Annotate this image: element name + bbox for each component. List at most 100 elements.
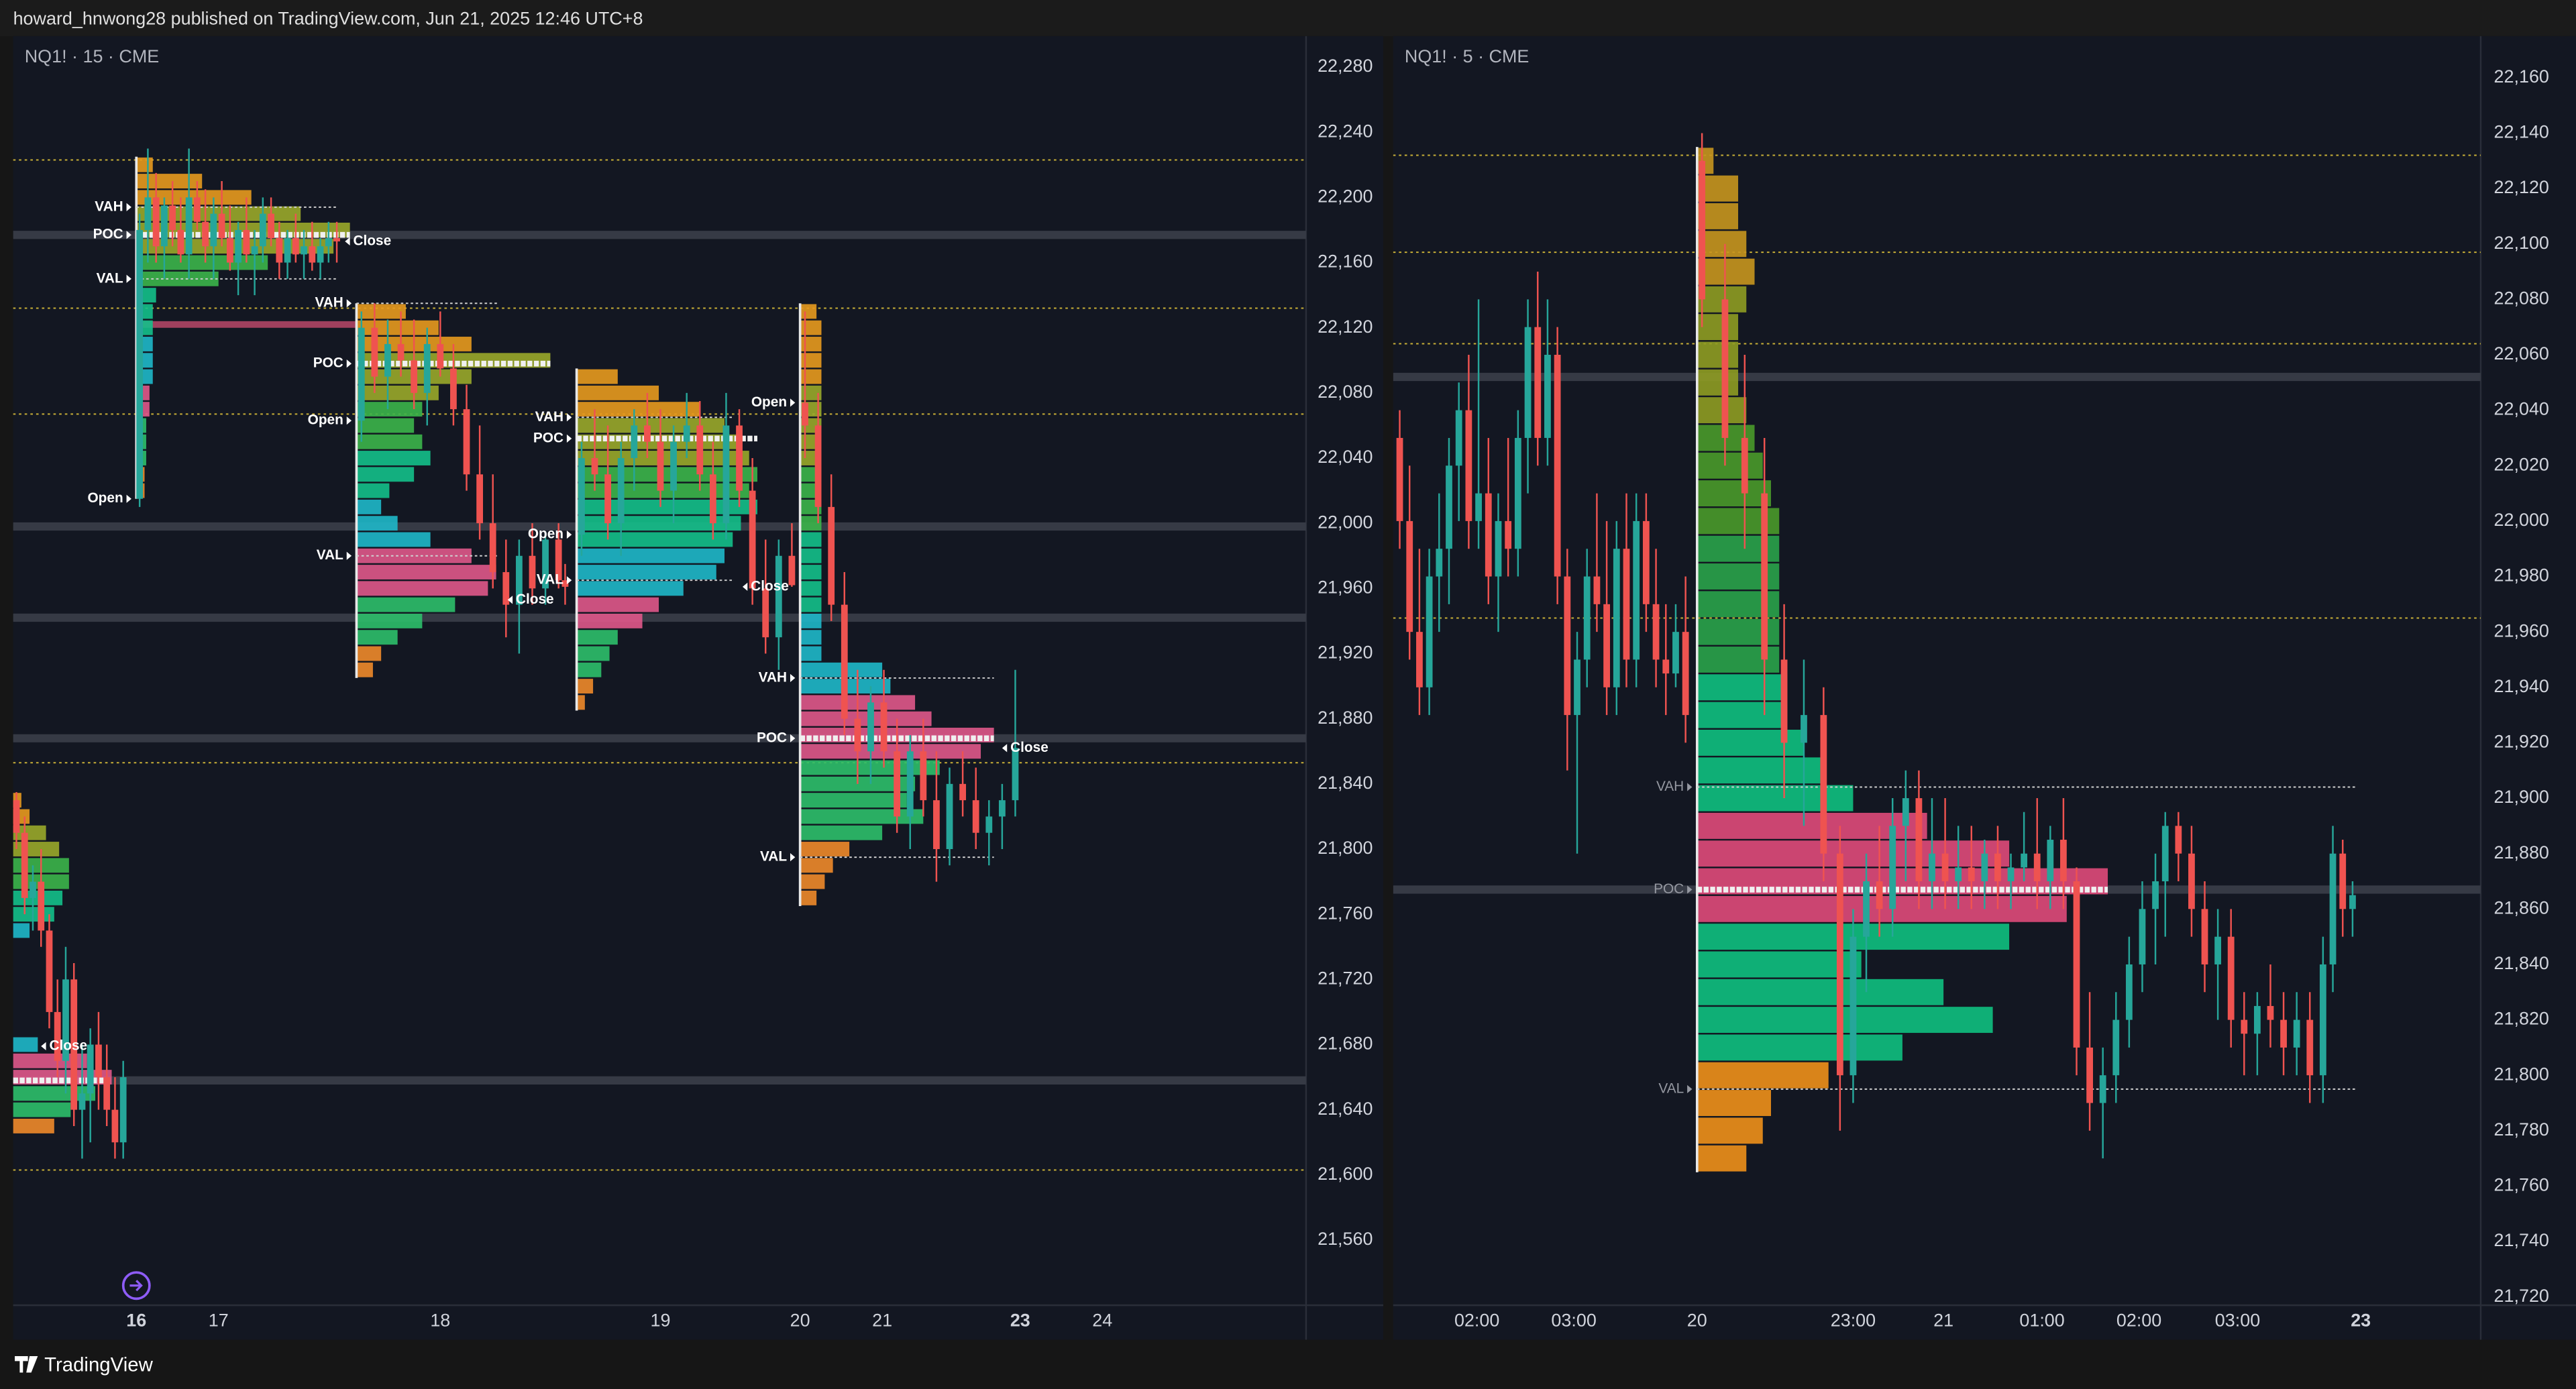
label-arrow xyxy=(126,231,131,239)
x-tick-label: 16 xyxy=(126,1311,146,1331)
y-tick-label: 22,100 xyxy=(2494,233,2549,253)
label-arrow xyxy=(126,494,131,503)
candle-body xyxy=(1505,520,1512,549)
y-tick-label: 22,280 xyxy=(1318,56,1373,76)
profile-row xyxy=(356,565,496,579)
candle-body xyxy=(301,246,307,255)
candle-body xyxy=(1485,493,1492,577)
candle-body xyxy=(1741,437,1748,494)
candle-body xyxy=(30,881,36,898)
y-tick-label: 22,060 xyxy=(2494,343,2549,364)
candle-body xyxy=(1406,520,1413,632)
y-tick-label: 22,020 xyxy=(2494,454,2549,474)
candle-body xyxy=(683,425,690,442)
profile-label: Close xyxy=(49,1038,87,1053)
profile-row xyxy=(356,646,382,661)
y-tick-label: 21,800 xyxy=(2494,1064,2549,1084)
profile-row xyxy=(13,1119,54,1133)
candle-body xyxy=(1682,632,1689,716)
profile-label: VAL xyxy=(97,270,123,286)
x-tick-label: 03:00 xyxy=(1551,1311,1596,1331)
profile-row xyxy=(13,1102,71,1117)
candle-body xyxy=(2112,1019,2120,1076)
pane-title: NQ1! · 5 · CME xyxy=(1405,46,1529,66)
y-tick-label: 21,920 xyxy=(2494,732,2549,752)
y-tick-label: 22,140 xyxy=(2494,122,2549,142)
candle-body xyxy=(985,816,993,833)
candle-body xyxy=(867,702,874,752)
candle-body xyxy=(2339,853,2347,909)
candle-body xyxy=(722,425,730,524)
candle-body xyxy=(119,1077,127,1143)
replay-icon[interactable] xyxy=(121,1271,151,1300)
candle-body xyxy=(749,490,756,589)
label-arrow xyxy=(346,551,352,560)
profile-row xyxy=(356,434,423,449)
y-tick-label: 21,760 xyxy=(2494,1175,2549,1195)
profile-label: VAL xyxy=(317,547,343,563)
profile-row xyxy=(356,597,455,612)
y-tick-label: 21,640 xyxy=(1318,1099,1373,1119)
x-tick-label: 21 xyxy=(872,1311,892,1331)
y-tick-label: 22,040 xyxy=(2494,399,2549,419)
profile-row xyxy=(800,369,822,384)
profile-row xyxy=(356,451,431,465)
candle-body xyxy=(2086,1047,2093,1103)
candle-body xyxy=(358,327,365,421)
profile-label: Close xyxy=(516,592,554,607)
candle-body xyxy=(1761,493,1768,660)
label-arrow xyxy=(346,416,352,425)
pane-right xyxy=(1393,36,2576,1340)
profile-row xyxy=(576,581,684,596)
candle-body xyxy=(1396,437,1403,521)
candle-body xyxy=(2267,1005,2274,1020)
candle-body xyxy=(46,930,53,1012)
candle-body xyxy=(450,368,457,410)
candle-body xyxy=(136,229,144,499)
y-tick-label: 22,000 xyxy=(1318,512,1373,532)
label-arrow xyxy=(566,434,572,443)
candle-body xyxy=(1941,853,1949,882)
profile-row xyxy=(800,337,822,351)
candle-body xyxy=(78,1093,86,1110)
candle-body xyxy=(144,197,152,230)
candle-body xyxy=(276,238,283,263)
candle-body xyxy=(1603,604,1610,687)
profile-row xyxy=(356,662,373,677)
profile-row xyxy=(800,304,817,319)
y-tick-label: 22,120 xyxy=(2494,177,2549,197)
profile-row xyxy=(1697,452,1763,479)
profile-row xyxy=(1697,341,1739,368)
candle-body xyxy=(463,409,470,475)
profile-label: VAH xyxy=(315,295,343,311)
profile-row xyxy=(356,548,472,563)
replay-icon-arrow xyxy=(129,1280,143,1292)
candle-body xyxy=(397,343,405,361)
profile-row xyxy=(800,776,916,791)
candle-body xyxy=(1475,493,1482,521)
profile-row xyxy=(576,679,594,694)
candle-body xyxy=(2349,895,2356,909)
candle-body xyxy=(2201,909,2208,964)
candle-body xyxy=(87,1044,94,1094)
footer-bar xyxy=(0,1339,2576,1389)
header-bar xyxy=(0,0,2576,36)
x-tick-label: 23 xyxy=(1010,1311,1030,1331)
profile-row xyxy=(576,695,585,710)
y-tick-label: 22,160 xyxy=(2494,66,2549,87)
candle-body xyxy=(202,221,209,247)
profile-row xyxy=(13,923,30,938)
label-arrow xyxy=(1687,1085,1693,1094)
plot xyxy=(13,148,1306,1171)
y-tick-label: 22,160 xyxy=(1318,252,1373,272)
profile-row xyxy=(800,532,822,547)
y-tick-label: 21,840 xyxy=(1318,773,1373,793)
x-tick-label: 17 xyxy=(209,1311,229,1331)
candle-body xyxy=(1889,826,1896,909)
candle-body xyxy=(1876,881,1883,909)
profile-row xyxy=(1697,674,1788,701)
candle-body xyxy=(1613,549,1620,687)
candle-body xyxy=(644,425,651,442)
y-tick-label: 22,120 xyxy=(1318,317,1373,337)
candle-body xyxy=(437,343,444,369)
